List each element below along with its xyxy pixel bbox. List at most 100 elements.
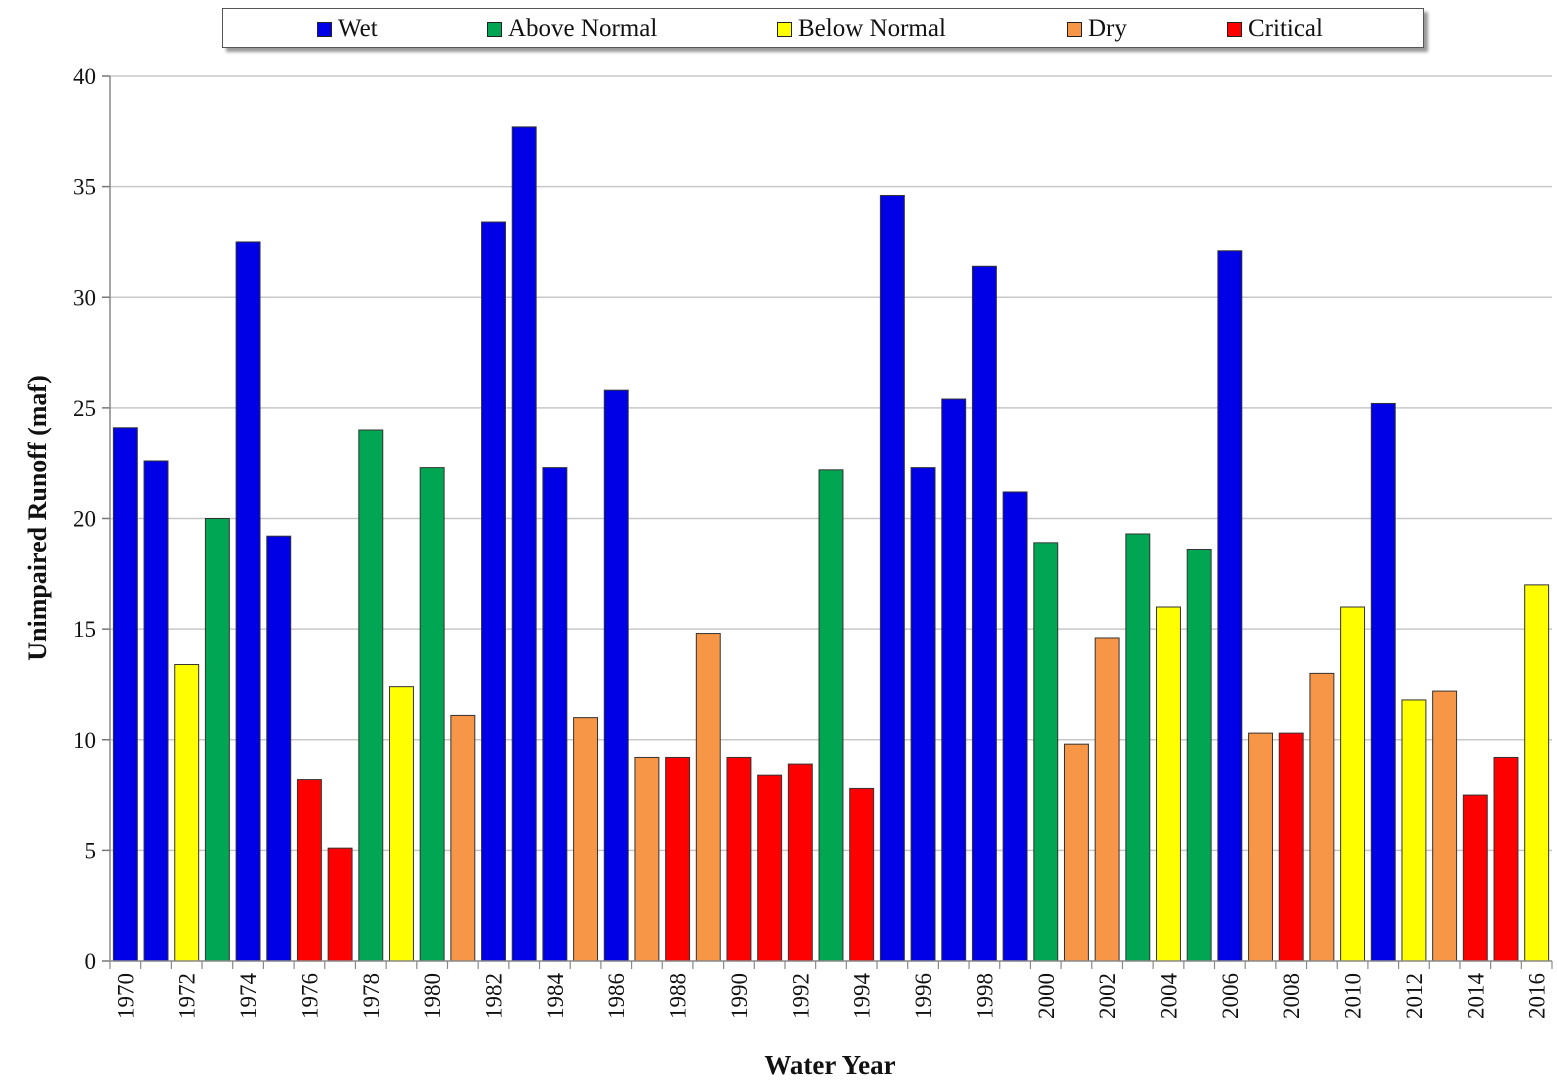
- bar-1974: [235, 241, 261, 962]
- y-tick-label: 35: [73, 175, 96, 200]
- bar-1995: [879, 194, 905, 962]
- bar-1976: [296, 779, 322, 962]
- x-tick-label: 2012: [1402, 973, 1427, 1019]
- x-tick-label: 1984: [543, 973, 568, 1020]
- x-tick-label: 1970: [113, 973, 138, 1019]
- bar-2002: [1094, 637, 1120, 962]
- legend-label-critical: Critical: [1248, 15, 1323, 42]
- bar-2000: [1033, 542, 1059, 962]
- legend-label-above-normal: Above Normal: [508, 15, 658, 42]
- y-tick-label: 30: [73, 285, 96, 310]
- x-tick-label: 1990: [727, 973, 752, 1019]
- x-tick-label: 2016: [1525, 973, 1550, 1019]
- bar-1985: [573, 717, 599, 962]
- bar-2012: [1401, 699, 1427, 962]
- legend-item-wet: Wet: [317, 15, 378, 42]
- x-tick-label: 1972: [175, 973, 200, 1019]
- bar-1980: [419, 467, 445, 962]
- bar-2009: [1309, 672, 1335, 962]
- legend-swatch-critical: [1227, 21, 1242, 37]
- legend-label-wet: Wet: [338, 15, 378, 42]
- bar-1996: [910, 467, 936, 962]
- axes: 0 5 10 15 20 25 30 35 40 1970 1972 1974 1976 1978 1980…: [73, 64, 1553, 1020]
- y-tick-label: 25: [73, 396, 96, 421]
- x-tick-label: 1996: [911, 973, 936, 1019]
- bar-1979: [389, 686, 414, 962]
- bar-1998: [971, 265, 997, 962]
- bar-2004: [1156, 606, 1181, 962]
- x-axis-title: Water Year: [764, 1050, 896, 1080]
- y-tick-label: 40: [73, 64, 96, 89]
- x-tick-label: 1980: [420, 973, 445, 1019]
- bar-1977: [327, 847, 353, 962]
- x-tick-label: 2002: [1095, 973, 1120, 1019]
- x-tick-label: 2000: [1034, 973, 1059, 1019]
- legend-item-critical: Critical: [1227, 15, 1323, 42]
- y-tick-label: 10: [73, 728, 96, 753]
- bar-2007: [1248, 732, 1273, 962]
- bar-1988: [665, 756, 691, 962]
- bar-2003: [1125, 533, 1151, 962]
- bar-2005: [1186, 548, 1212, 962]
- x-tick-label: 1978: [359, 973, 384, 1019]
- legend-item-above-normal: Above Normal: [487, 15, 658, 42]
- x-tick-label: 1994: [850, 973, 875, 1020]
- x-tick-label: 1982: [482, 973, 507, 1019]
- bar-2006: [1217, 250, 1243, 962]
- bar-1990: [726, 756, 752, 962]
- bar-1997: [941, 398, 967, 962]
- bar-1986: [603, 389, 629, 962]
- bar-1984: [542, 467, 568, 962]
- x-tick-label: 1998: [972, 973, 997, 1019]
- bar-1993: [818, 469, 844, 962]
- x-tick-label: 2010: [1341, 973, 1366, 1019]
- x-tick-label: 1986: [604, 973, 629, 1019]
- bar-1983: [511, 126, 537, 962]
- legend-swatch-dry: [1067, 21, 1082, 37]
- bar-1970: [112, 427, 138, 962]
- legend-swatch-below-normal: [777, 21, 792, 37]
- bar-2014: [1462, 794, 1488, 962]
- bar-2013: [1432, 690, 1458, 962]
- legend-swatch-wet: [317, 21, 332, 37]
- y-tick-label: 0: [85, 949, 97, 974]
- legend-item-below-normal: Below Normal: [777, 15, 946, 42]
- bar-1971: [143, 460, 169, 962]
- bar-1987: [634, 756, 660, 962]
- bar-1989: [695, 633, 721, 962]
- bar-1972: [174, 664, 200, 962]
- x-tick-label: 1992: [788, 973, 813, 1019]
- y-tick-label: 5: [85, 838, 97, 863]
- y-tick-label: 15: [73, 617, 96, 642]
- legend-label-dry: Dry: [1088, 15, 1127, 42]
- bar-1982: [481, 221, 506, 962]
- bar-2011: [1370, 402, 1396, 962]
- x-tick-label: 2004: [1156, 973, 1181, 1020]
- x-tick-label: 2014: [1463, 973, 1488, 1020]
- legend: Wet Above Normal Below Normal Dry Critic…: [222, 8, 1424, 48]
- bar-1975: [266, 535, 292, 962]
- bar-1978: [358, 429, 384, 962]
- legend-swatch-above-normal: [487, 21, 502, 37]
- bar-1999: [1002, 491, 1028, 962]
- x-tick-label: 1974: [236, 973, 261, 1020]
- bar-1973: [204, 518, 230, 962]
- bar-2015: [1493, 756, 1519, 962]
- bar-1981: [450, 714, 476, 962]
- bar-2016: [1524, 584, 1550, 962]
- bars: [112, 126, 1550, 962]
- bar-2001: [1063, 743, 1089, 962]
- x-tick-label: 2008: [1279, 973, 1304, 1019]
- bar-2008: [1278, 732, 1304, 962]
- x-tick-label: 2006: [1218, 973, 1243, 1019]
- bar-1992: [787, 763, 813, 962]
- bar-2010: [1340, 606, 1366, 962]
- bar-1994: [849, 787, 875, 962]
- bar-1991: [757, 774, 783, 962]
- legend-item-dry: Dry: [1067, 15, 1127, 42]
- x-tick-label: 1988: [666, 973, 691, 1019]
- legend-label-below-normal: Below Normal: [798, 15, 946, 42]
- y-axis-title: Unimpaired Runoff (maf): [23, 375, 52, 661]
- x-tick-label: 1976: [297, 973, 322, 1019]
